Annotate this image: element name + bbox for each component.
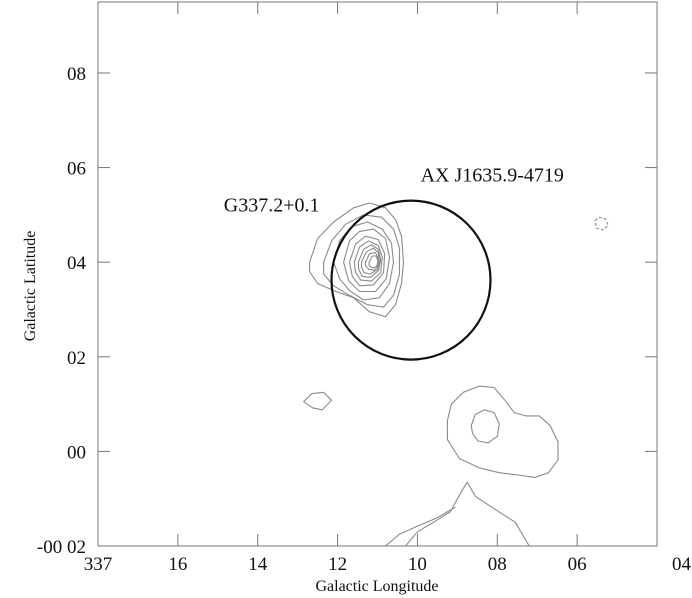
y-tick-label: 08 [67,64,86,85]
contour-line [309,202,405,318]
y-axis-label: Galactic Latitude [22,231,39,342]
y-tick-label: 00 [67,442,86,463]
x-tick-label: 10 [408,554,427,575]
axis-ticks [97,2,658,547]
x-tick-label: 337 [84,554,113,575]
plot-frame [97,1,658,547]
contour-line [323,214,401,308]
source-label: G337.2+0.1 [224,195,320,217]
contour-line [303,391,333,411]
y-tick-label: 04 [67,253,87,274]
negative-contour-line [594,216,609,231]
x-tick-label: 14 [248,554,268,575]
xray-error-circle [330,199,492,361]
contour-line [348,235,386,287]
x-tick-label: 08 [488,554,507,575]
x-tick-label: 16 [168,554,187,575]
contour-line [364,252,379,271]
contour-line [343,228,391,293]
x-tick-label: 04 [672,554,692,575]
y-tick-labels: -00 02 00 02 04 06 08 [37,64,87,558]
x-axis-label: Galactic Longitude [315,578,438,595]
source-label: AX J1635.9-4719 [421,164,564,186]
contour-line [353,240,383,282]
y-tick-label: 02 [67,348,86,369]
x-tick-labels: 337 16 14 12 10 08 06 04 [84,554,692,575]
contour-line [368,255,379,269]
x-tick-label: 06 [568,554,587,575]
contour-line [385,506,456,547]
contour-line [405,481,530,547]
source-annotations: G337.2+0.1 AX J1635.9-4719 [224,164,564,216]
contour-line [446,385,559,478]
xray-circles [330,199,492,361]
y-tick-label: 06 [67,159,86,180]
contour-line [470,409,500,444]
y-tick-label: -00 02 [37,537,86,558]
contour-line [357,244,382,278]
x-tick-label: 12 [328,554,347,575]
radio-contours [303,202,609,547]
